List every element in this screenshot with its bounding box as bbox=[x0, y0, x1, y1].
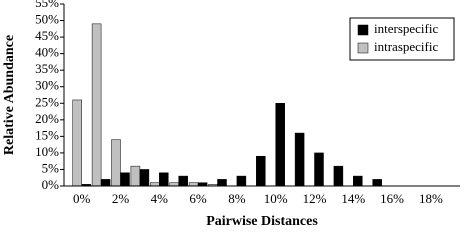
y-tick-label: 40% bbox=[35, 45, 59, 60]
x-tick-label: 10% bbox=[264, 191, 288, 206]
bar bbox=[139, 169, 150, 187]
y-tick-label: 0% bbox=[42, 177, 60, 192]
x-tick-label: 6% bbox=[189, 191, 207, 206]
x-tick-label: 8% bbox=[228, 191, 246, 206]
y-tick-label: 20% bbox=[35, 111, 59, 126]
y-tick-label: 5% bbox=[42, 160, 60, 175]
bar bbox=[100, 179, 111, 187]
bar bbox=[217, 179, 227, 187]
y-tick-label: 30% bbox=[35, 78, 59, 93]
y-tick-label: 15% bbox=[35, 127, 59, 142]
bar bbox=[72, 99, 82, 187]
bar bbox=[333, 165, 344, 187]
y-tick-label: 50% bbox=[35, 12, 59, 27]
bar bbox=[353, 175, 363, 187]
bar bbox=[91, 23, 102, 187]
bar bbox=[111, 139, 121, 187]
y-tick-label: 25% bbox=[35, 94, 59, 109]
y-tick-label: 45% bbox=[35, 28, 59, 43]
y-axis-title: Relative Abundance bbox=[2, 35, 17, 155]
bar bbox=[372, 179, 382, 187]
bar bbox=[159, 172, 169, 187]
legend-label: interspecific bbox=[374, 21, 438, 36]
bar bbox=[236, 175, 247, 187]
x-tick-label: 0% bbox=[73, 191, 91, 206]
x-tick-label: 18% bbox=[419, 191, 443, 206]
x-axis-title: Pairwise Distances bbox=[206, 214, 318, 229]
chart: Pairwise Distances Relative Abundance 0%… bbox=[2, 0, 460, 229]
bar bbox=[120, 172, 130, 187]
y-tick-label: 35% bbox=[35, 61, 59, 76]
legend-swatch bbox=[357, 42, 369, 54]
x-tick-label: 14% bbox=[341, 191, 365, 206]
y-tick-label: 55% bbox=[35, 0, 59, 10]
x-tick-label: 12% bbox=[303, 191, 327, 206]
bar bbox=[294, 132, 305, 187]
y-tick-label: 10% bbox=[35, 144, 59, 159]
legend-swatch bbox=[357, 24, 369, 36]
bar bbox=[256, 155, 266, 187]
bar bbox=[178, 175, 188, 187]
bar bbox=[314, 152, 324, 187]
bar bbox=[275, 103, 285, 187]
legend-label: intraspecific bbox=[374, 39, 438, 54]
bar bbox=[130, 165, 141, 187]
x-tick-label: 2% bbox=[112, 191, 130, 206]
x-tick-label: 4% bbox=[151, 191, 169, 206]
x-tick-label: 16% bbox=[380, 191, 404, 206]
